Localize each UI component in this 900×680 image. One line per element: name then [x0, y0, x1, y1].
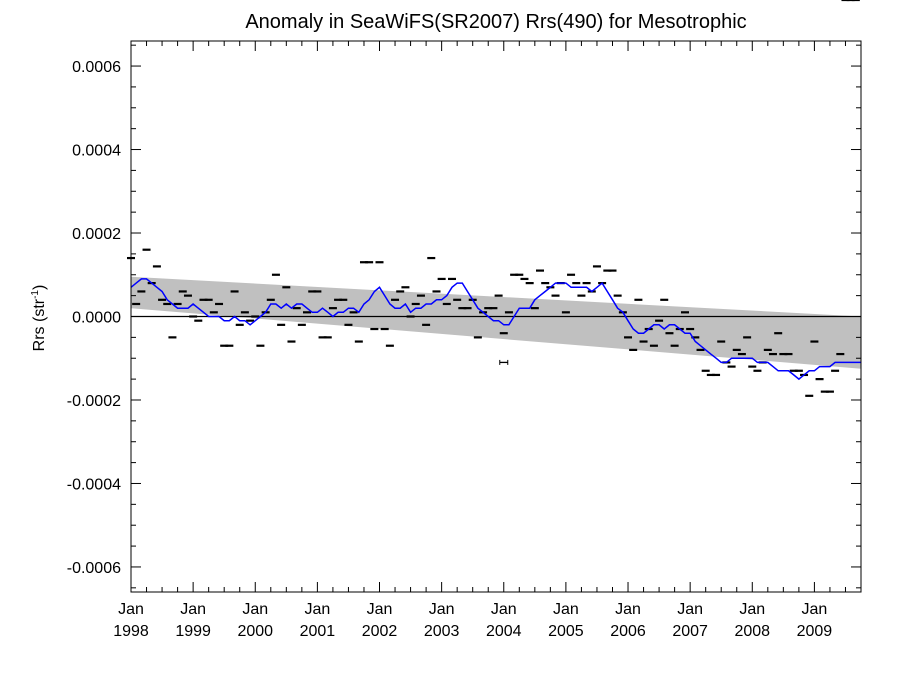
- y-tick-label: 0.0000: [72, 310, 121, 327]
- x-tick-month-label: Jan: [491, 601, 517, 618]
- x-tick-month-label: Jan: [180, 601, 206, 618]
- x-tick-year-label: 2001: [300, 623, 336, 640]
- y-tick-label: 0.0004: [72, 143, 121, 160]
- y-axis-label-close: ): [31, 285, 48, 290]
- x-tick-month-label: Jan: [118, 601, 144, 618]
- x-tick-year-label: 2000: [237, 623, 273, 640]
- x-axis: Jan 1998 Jan 1999 Jan 2000 Jan 2001 Jan 2002 Jan 20…: [113, 41, 862, 640]
- x-tick-year-label: 2002: [362, 623, 398, 640]
- x-tick-month-label: Jan: [802, 601, 828, 618]
- x-tick-year-label: 1998: [113, 623, 149, 640]
- x-tick-month-label: Jan: [553, 601, 579, 618]
- x-tick-month-label: Jan: [367, 601, 393, 618]
- y-axis-label: Rrs (str-1): [30, 285, 48, 352]
- y-tick-label: -0.0006: [67, 560, 121, 577]
- x-tick-month-label: Jan: [615, 601, 641, 618]
- x-tick-year-label: 2007: [672, 623, 708, 640]
- y-tick-label: -0.0004: [67, 476, 121, 493]
- y-tick-label: -0.0002: [67, 393, 121, 410]
- x-tick-month-label: Jan: [304, 601, 330, 618]
- x-tick-year-label: 2003: [424, 623, 460, 640]
- x-tick-year-label: 2005: [548, 623, 584, 640]
- y-axis-label-sup: -1: [30, 290, 41, 299]
- x-tick-month-label: Jan: [242, 601, 268, 618]
- x-tick-month-label: Jan: [677, 601, 703, 618]
- error-bar-marker: [499, 359, 509, 365]
- x-tick-year-label: 2008: [734, 623, 770, 640]
- x-tick-month-label: Jan: [739, 601, 765, 618]
- x-tick-year-label: 2009: [797, 623, 833, 640]
- y-axis: -0.0006 -0.0004 -0.0002 0.0000 0.0002 0.0004 0…: [67, 44, 861, 589]
- confidence-band: [131, 276, 861, 369]
- x-tick-year-label: 2006: [610, 623, 646, 640]
- x-tick-year-label: 2004: [486, 623, 522, 640]
- y-tick-label: 0.0002: [72, 226, 121, 243]
- y-axis-label-main: Rrs (str: [31, 298, 48, 351]
- y-tick-label: 0.0006: [72, 59, 121, 76]
- chart-title: Anomaly in SeaWiFS(SR2007) Rrs(490) for …: [245, 11, 746, 33]
- plot-layer: -0.0006 -0.0004 -0.0002 0.0000 0.0002 0.0004 0…: [67, 0, 862, 640]
- smoothed-line: [130, 278, 861, 381]
- x-tick-month-label: Jan: [429, 601, 455, 618]
- x-tick-year-label: 1999: [175, 623, 211, 640]
